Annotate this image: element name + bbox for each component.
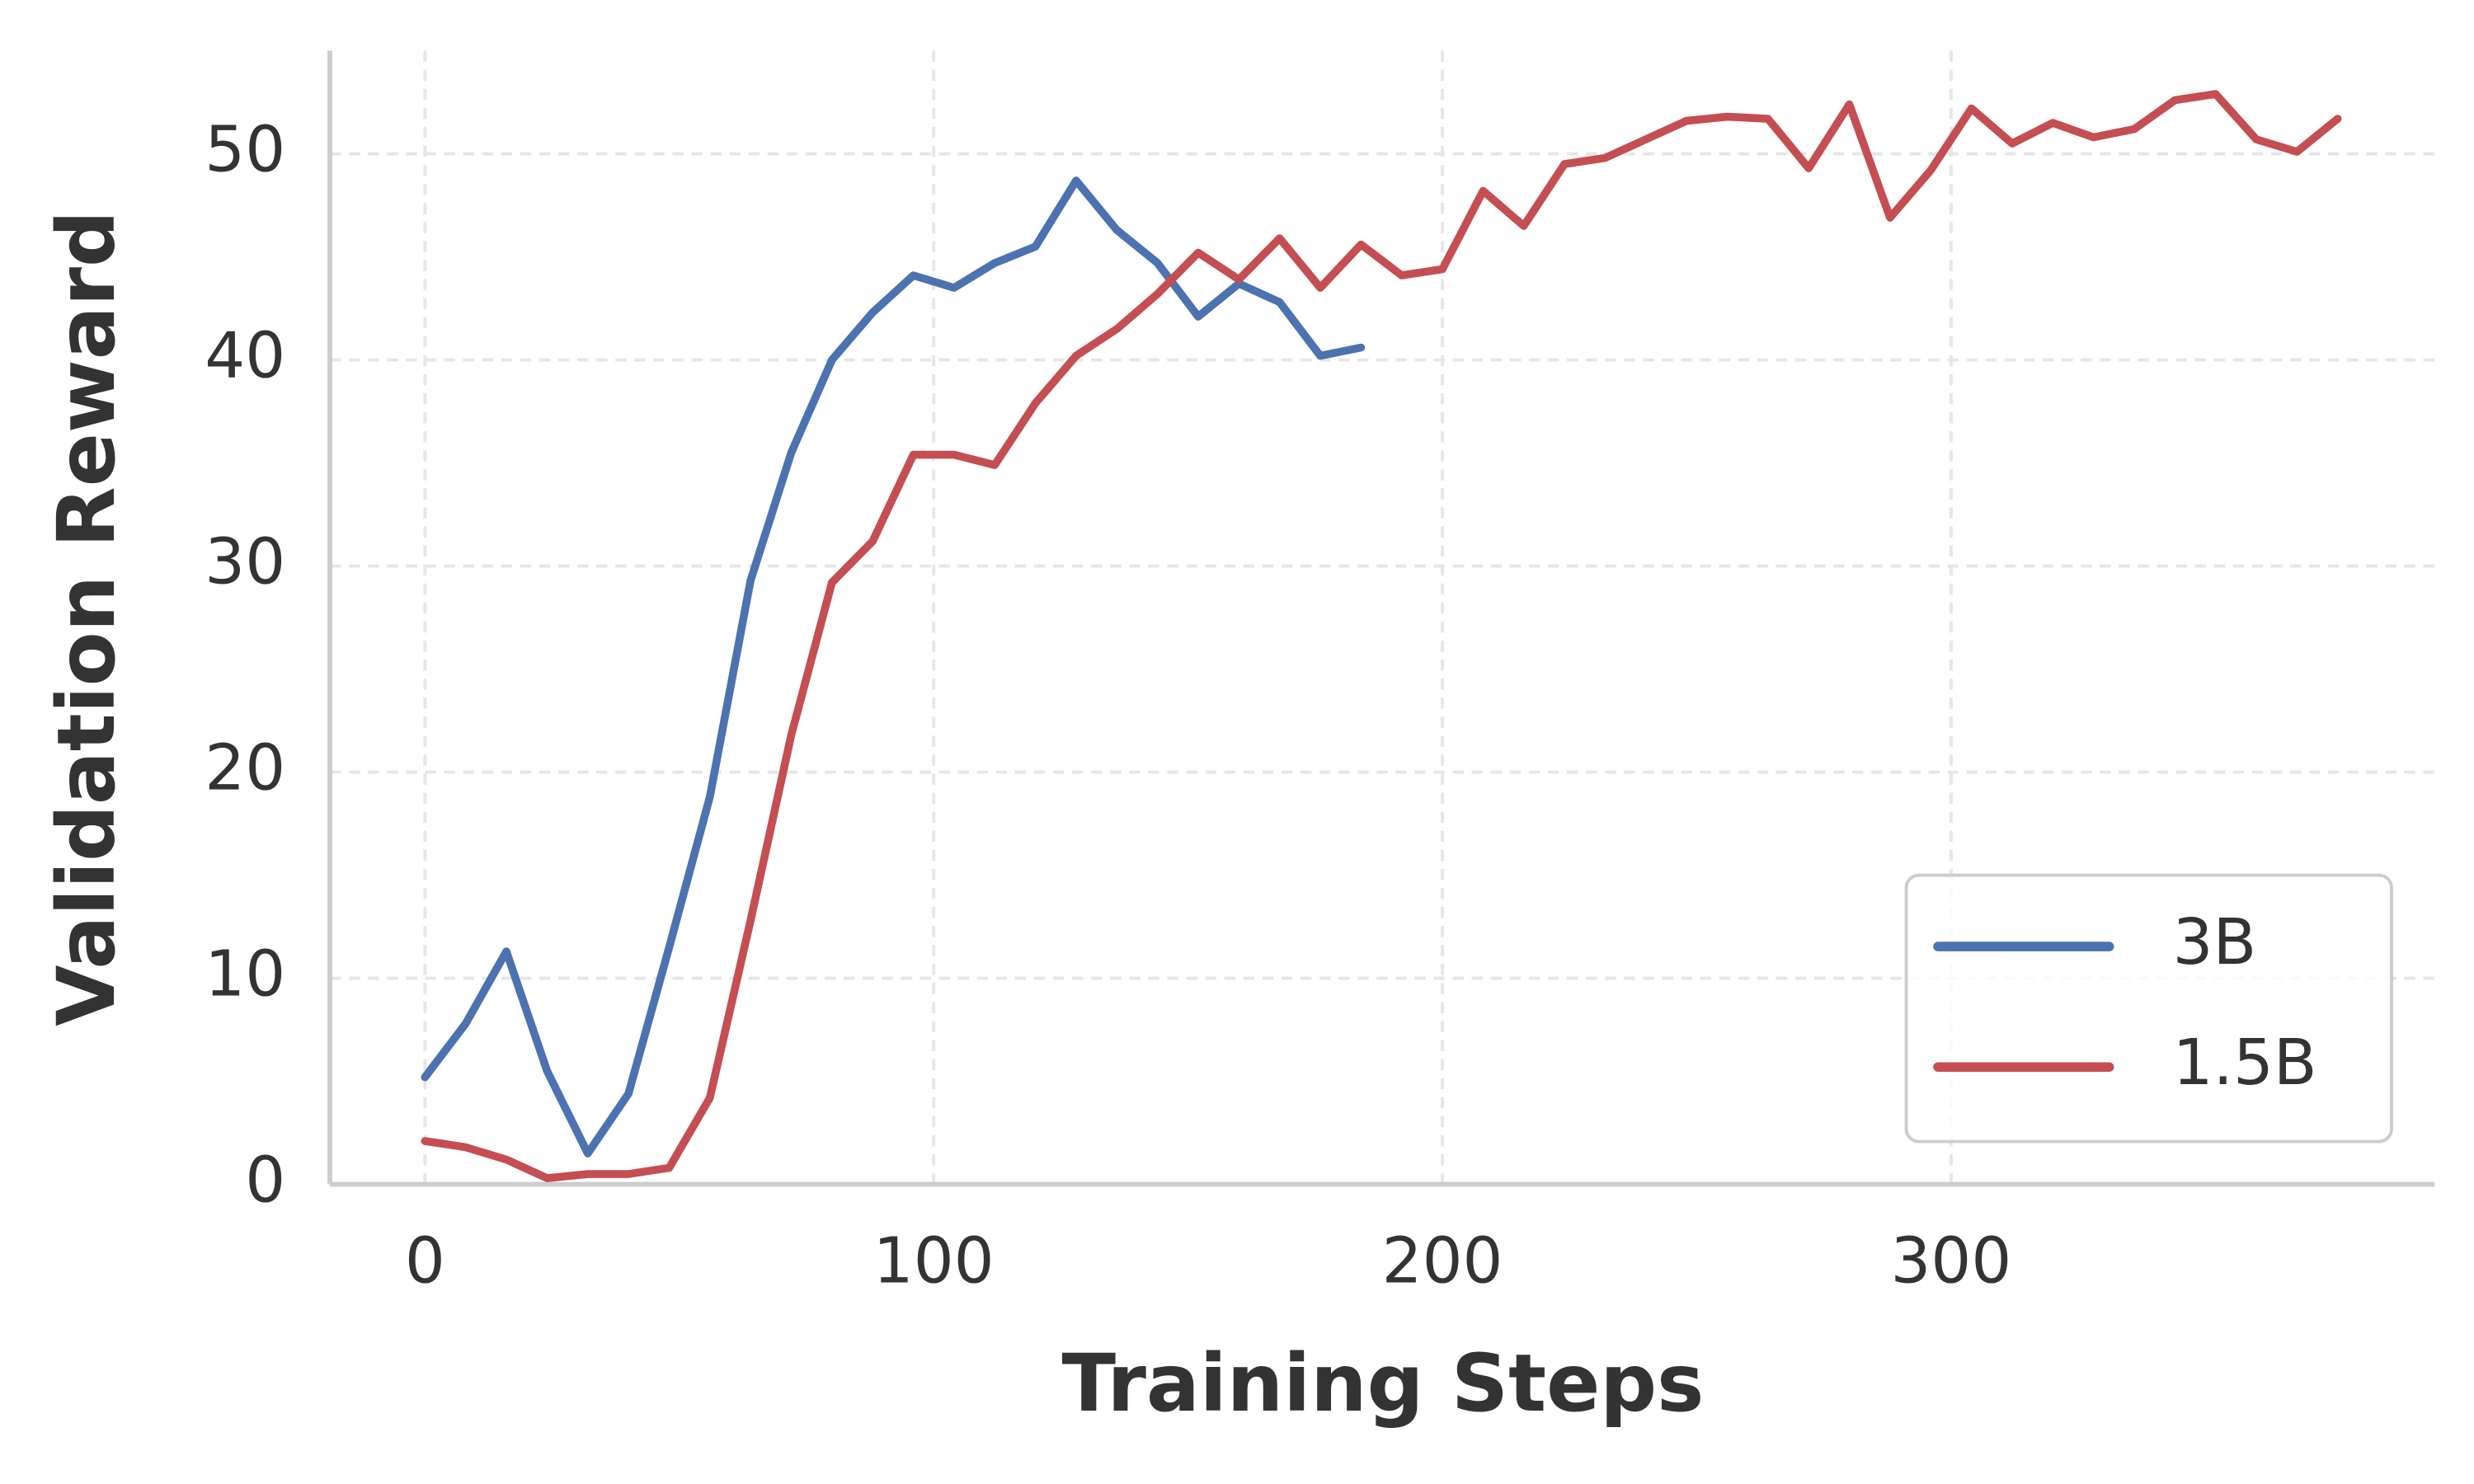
x-tick-label: 300 — [1891, 1225, 2012, 1298]
y-tick-label: 0 — [245, 1144, 285, 1218]
line — [421, 90, 2342, 1182]
x-axis-label: Training Steps — [1062, 1337, 1705, 1430]
legend-box — [1904, 873, 2393, 1144]
legend-label: 1.5B — [2173, 1026, 2317, 1100]
y-tick-label: 30 — [205, 526, 285, 599]
x-tick-label: 0 — [405, 1225, 445, 1298]
x-tick-label: 100 — [873, 1225, 995, 1298]
y-tick-label: 10 — [205, 938, 285, 1012]
legend-label: 3B — [2173, 906, 2257, 979]
x-tick-label: 200 — [1382, 1225, 1503, 1298]
y-tick-label: 20 — [205, 732, 285, 805]
y-tick-label: 40 — [205, 320, 285, 393]
y-tick-label: 50 — [205, 114, 285, 187]
y-axis-label: Validation Reward — [40, 210, 133, 1026]
line — [421, 176, 1366, 1158]
